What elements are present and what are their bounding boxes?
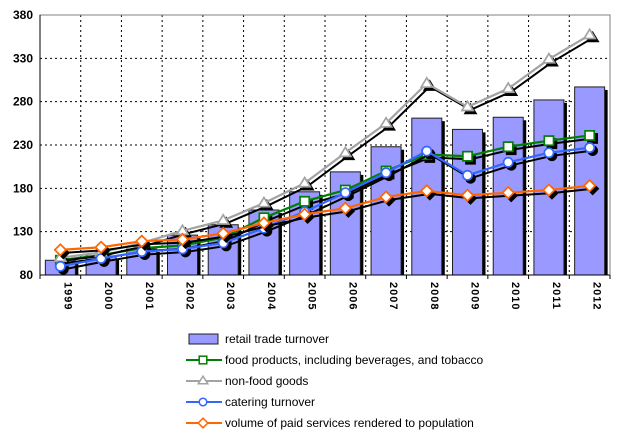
x-tick-label: 2010 [509, 282, 521, 310]
legend-diamond-marker-icon [186, 416, 222, 429]
marker-2001 [134, 234, 149, 249]
legend-label-retail-trade-turnover: retail trade turnover [225, 331, 330, 346]
marker-2009 [462, 169, 473, 181]
legend-swatch-catering-turnover [186, 395, 222, 409]
marker-2007 [379, 190, 393, 204]
marker-2010 [502, 141, 514, 153]
line-shadow [63, 149, 593, 271]
marker-2008 [421, 145, 433, 157]
marker-2004 [257, 216, 271, 230]
marker-2012 [584, 142, 596, 154]
x-tick-label: 2003 [224, 282, 236, 310]
series-volume-of-paid-services-rendered-to-population [53, 178, 600, 260]
x-tick-label: 2011 [550, 282, 562, 310]
legend-item-retail-trade-turnover: retail trade turnover [186, 328, 483, 349]
marker-2008 [419, 184, 434, 198]
marker-1999 [53, 243, 68, 257]
x-tick-label: 2008 [428, 282, 440, 310]
marker-2006 [338, 145, 353, 158]
legend-label-food-products: food products, including beverages, and … [225, 352, 484, 367]
marker-1999 [54, 260, 66, 272]
legend-item-paid-services: volume of paid services rendered to popu… [186, 412, 483, 433]
line-shadow [63, 187, 593, 254]
legend-item-food-products: food products, including beverages, and … [186, 349, 483, 370]
legend-label-catering-turnover: catering turnover [225, 394, 316, 409]
marker-2011 [543, 135, 555, 147]
legend-item-catering-turnover: catering turnover [186, 391, 483, 412]
legend-swatch-non-food-goods [186, 374, 222, 388]
marker-2009 [460, 99, 475, 112]
marker-2000 [94, 240, 108, 255]
y-tick-label: 80 [20, 268, 34, 282]
legend-marker [198, 396, 208, 407]
marker-2002 [175, 232, 190, 247]
legend-square-marker-icon [186, 354, 222, 365]
y-tick-label: 280 [13, 95, 33, 109]
x-tick-label: 2012 [591, 282, 603, 310]
legend-marker [198, 354, 208, 365]
x-tick-label: 2001 [143, 282, 155, 310]
x-tick-label: 1999 [61, 282, 73, 310]
legend-item-non-food-goods: non-food goods [186, 370, 483, 391]
series-line [60, 184, 590, 251]
y-tick-label: 330 [13, 51, 33, 65]
legend-bar-rect [188, 333, 219, 344]
x-tick-label: 2004 [265, 282, 277, 310]
marker-2003 [216, 213, 231, 225]
legend-swatch-food-products [186, 353, 222, 367]
gridlines [40, 15, 610, 275]
legend-circle-marker-icon [186, 396, 222, 407]
legend-swatch-retail-trade-turnover [186, 332, 222, 346]
y-tick-label: 130 [13, 225, 33, 239]
y-tick-label: 380 [13, 8, 33, 22]
legend-marker [196, 374, 210, 385]
marker-2008 [419, 76, 434, 88]
marker-2011 [543, 147, 555, 159]
legend-swatch-paid-services [186, 416, 222, 430]
legend-bar-swatch [188, 333, 219, 344]
marker-2012 [582, 27, 597, 40]
x-tick-label: 2002 [184, 282, 196, 310]
marker-2010 [501, 185, 516, 200]
marker-2011 [541, 51, 557, 64]
marker-2005 [297, 175, 312, 188]
marker-2012 [584, 130, 596, 141]
series-line [60, 146, 590, 268]
marker-2005 [299, 195, 311, 207]
y-tick-label: 180 [13, 181, 33, 195]
marker-2006 [338, 201, 353, 216]
marker-2009 [460, 188, 475, 203]
marker-2004 [256, 195, 272, 208]
marker-2007 [380, 167, 392, 179]
marker-2003 [216, 226, 231, 241]
legend: retail trade turnover food products, inc… [186, 328, 483, 433]
x-tick-label: 2000 [102, 282, 114, 310]
legend-label-paid-services: volume of paid services rendered to popu… [225, 415, 474, 430]
x-tick-label: 2006 [346, 282, 358, 310]
marker-2009 [462, 150, 473, 162]
plot-area: 80 130 180 230 280 330 380 1999 2000 2001 2002 2003… [13, 8, 611, 310]
legend-triangle-marker-icon [186, 374, 222, 385]
marker-2012 [582, 178, 597, 193]
marker-2010 [501, 81, 516, 94]
marker-2011 [542, 183, 556, 197]
marker-2006 [339, 187, 351, 199]
x-tick-label: 2007 [387, 282, 399, 310]
marker-2010 [502, 156, 514, 168]
marker-2005 [297, 207, 312, 222]
legend-label-non-food-goods: non-food goods [225, 373, 309, 388]
y-tick-label: 230 [13, 138, 33, 152]
x-tick-label: 2005 [306, 282, 318, 310]
x-tick-label: 2009 [469, 282, 481, 310]
marker-2007 [378, 116, 394, 128]
legend-marker [197, 416, 209, 429]
